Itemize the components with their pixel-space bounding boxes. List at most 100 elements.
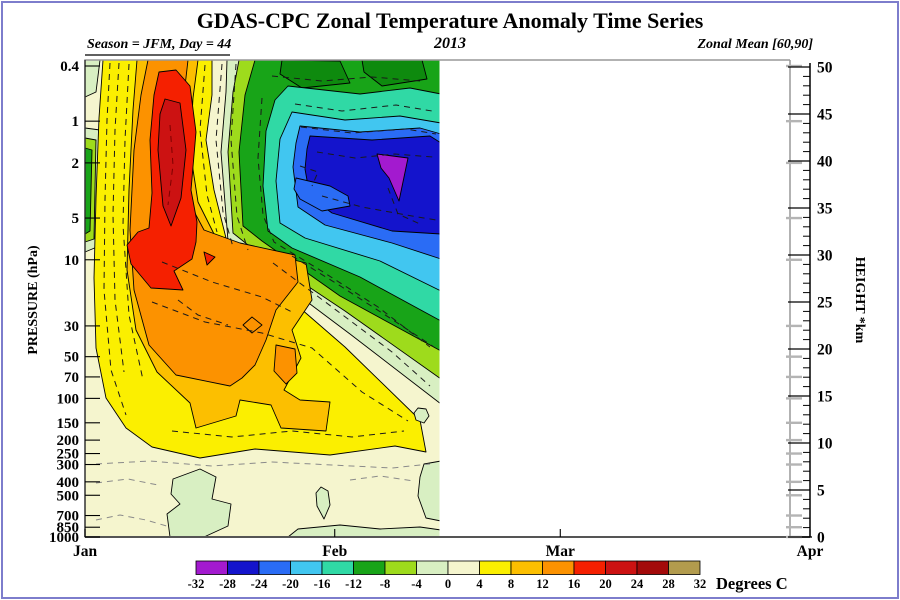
colorbar-boundary-label: 20 xyxy=(599,577,612,591)
pressure-tick-label: 500 xyxy=(57,488,80,504)
pressure-tick-label: 1 xyxy=(72,114,80,130)
colorbar-cell xyxy=(384,560,417,575)
month-label: Apr xyxy=(797,543,824,560)
colorbar-boundary-label: -28 xyxy=(219,577,236,591)
colorbar-boundary-label: 28 xyxy=(662,577,675,591)
colorbar-cell xyxy=(573,560,606,575)
contour-region-purple xyxy=(376,153,409,202)
colorbar-boundary-label: 16 xyxy=(568,577,581,591)
dashed-contour-line xyxy=(151,301,409,422)
contour-region-palegreen xyxy=(315,486,331,520)
colorbar-cell xyxy=(290,560,323,575)
dashed-contour-line xyxy=(161,261,293,313)
month-label: Feb xyxy=(322,543,347,560)
colorbar-cell xyxy=(258,560,291,575)
colorbar-cell xyxy=(510,560,543,575)
colorbar-cell xyxy=(321,560,354,575)
dashed-contour-line xyxy=(171,430,405,438)
pressure-tick-label: 700 xyxy=(57,509,80,525)
height-tick-label: 30 xyxy=(817,248,833,265)
pressure-tick-label: 100 xyxy=(57,391,80,407)
pressure-tick-label: 2 xyxy=(72,156,80,172)
dashed-contour-line xyxy=(112,62,125,373)
pressure-tick-label: 250 xyxy=(57,447,80,463)
pressure-tick-label: 300 xyxy=(57,458,80,474)
contour-region-darkgreen xyxy=(279,59,351,89)
colorbar-units-label: Degrees C xyxy=(716,574,788,593)
contour-region-royal xyxy=(293,177,351,212)
colorbar-boundary-label: -8 xyxy=(380,577,390,591)
colorbar-boundary-label: -12 xyxy=(345,577,362,591)
dashed-contour-line xyxy=(177,299,229,326)
colorbar-boundary-label: -32 xyxy=(188,577,205,591)
dashed-contour-line xyxy=(257,97,431,348)
pressure-tick-label: 150 xyxy=(57,416,80,432)
colorbar-cell xyxy=(353,560,386,575)
colorbar-cell xyxy=(605,560,638,575)
colorbar-boundary-label: -4 xyxy=(411,577,422,591)
height-tick-label: 10 xyxy=(817,436,833,453)
blank-future-area xyxy=(439,60,789,537)
colorbar-cell xyxy=(668,560,701,575)
pressure-tick-label: 5 xyxy=(72,211,80,227)
pressure-tick-label: 50 xyxy=(64,350,79,366)
dashed-contour-line xyxy=(387,187,421,225)
subtitle-zonal-mean: Zonal Mean [60,90] xyxy=(697,37,814,52)
pressure-tick-label: 30 xyxy=(64,319,79,335)
dashed-contour-line xyxy=(167,124,174,206)
colorbar-cell xyxy=(447,560,480,575)
colorbar-boundary-label: 4 xyxy=(476,577,483,591)
subtitle-season-day: Season = JFM, Day = 44 xyxy=(87,37,232,52)
chart-title: GDAS-CPC Zonal Temperature Anomaly Time … xyxy=(196,8,704,33)
height-tick-label: 15 xyxy=(817,389,833,406)
dashed-contour-line xyxy=(321,195,437,221)
dashed-contour-line xyxy=(215,63,234,248)
colorbar-cell xyxy=(416,560,449,575)
height-tick-label: 45 xyxy=(817,107,833,124)
colorbar-boundary-label: 0 xyxy=(445,577,451,591)
dashed-contour-line xyxy=(272,262,431,387)
subtitle-year: 2013 xyxy=(434,35,466,52)
dashed-contour-line xyxy=(95,460,431,469)
dashed-contour-line xyxy=(103,62,127,416)
colorbar-boundary-label: -24 xyxy=(251,577,268,591)
colorbar-boundary-label: 32 xyxy=(694,577,707,591)
colorbar-cell xyxy=(542,560,575,575)
contour-region-orange xyxy=(242,316,263,334)
colorbar-cell xyxy=(227,560,260,575)
height-tick-label: 35 xyxy=(817,201,833,218)
colorbar-cell xyxy=(479,560,512,575)
pressure-tick-label: 0.4 xyxy=(60,59,79,75)
colorbar-cell xyxy=(636,560,669,575)
contour-region-palegreen xyxy=(413,407,430,424)
pressure-tick-label: 10 xyxy=(64,253,79,269)
contour-region-crimson xyxy=(157,98,187,227)
dashed-contour-line xyxy=(316,151,434,159)
pressure-tick-label: 850 xyxy=(57,520,80,536)
pressure-tick-label: 1000 xyxy=(49,530,79,546)
month-label: Jan xyxy=(73,543,98,560)
height-tick-label: 25 xyxy=(817,295,833,312)
height-tick-label: 20 xyxy=(817,342,833,359)
contour-region-palegreen xyxy=(166,468,232,538)
height-tick-label: 0 xyxy=(817,530,825,547)
colorbar-boundary-label: 8 xyxy=(508,577,514,591)
colorbar-cell xyxy=(195,560,228,575)
colorbar-boundary-label: 12 xyxy=(536,577,549,591)
colorbar-boundary-label: -20 xyxy=(282,577,299,591)
dashed-contour-line xyxy=(300,126,437,135)
height-tick-label: 50 xyxy=(817,60,833,77)
month-label: Mar xyxy=(546,543,575,560)
colorbar-boundary-label: 24 xyxy=(631,577,644,591)
pressure-tick-label: 400 xyxy=(57,475,80,491)
dashed-contour-line xyxy=(271,75,421,82)
pressure-tick-label: 200 xyxy=(57,433,80,449)
dashed-contour-line xyxy=(291,255,435,348)
contour-region-red xyxy=(203,251,216,266)
dashed-contour-line xyxy=(230,63,249,251)
dashed-contour-line xyxy=(294,103,433,112)
pressure-tick-label: 70 xyxy=(64,370,79,386)
dashed-contour-line xyxy=(95,514,171,528)
height-tick-label: 5 xyxy=(817,483,825,500)
